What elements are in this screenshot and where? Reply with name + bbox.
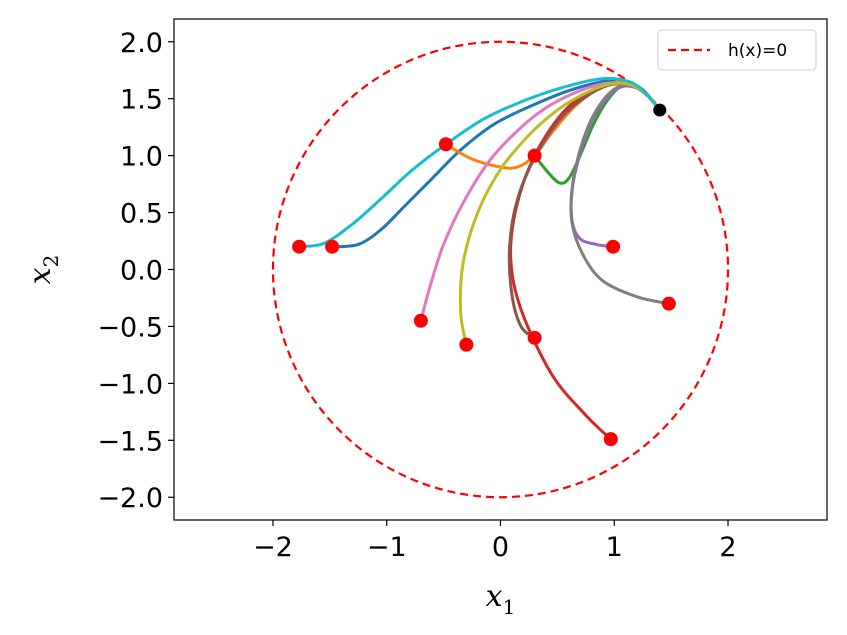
legend: h(x)=0 — [657, 29, 817, 71]
y-axis-ticks: −2.0 −1.5 −1.0 −0.5 0.0 0.5 1.0 1.5 2.0 — [97, 28, 174, 514]
trajectory-series — [297, 76, 671, 441]
y-tick-label: 1.5 — [120, 85, 163, 116]
goal-point-group — [653, 103, 667, 117]
safe-set-boundary — [271, 40, 730, 499]
y-tick-label: 0.5 — [120, 199, 163, 230]
trajectory-line-6 — [507, 81, 662, 340]
y-tick-label: −1.5 — [97, 426, 163, 457]
y-tick-label: 1.0 — [120, 142, 163, 173]
trajectory-line-1 — [330, 79, 662, 249]
y-tick-label: −2.0 — [97, 483, 163, 514]
y-tick-label: −0.5 — [97, 312, 163, 343]
y-axis-label-sub: 2 — [39, 255, 63, 268]
y-tick-label: 2.0 — [120, 28, 163, 59]
legend-label: h(x)=0 — [728, 41, 787, 61]
start-point-6 — [661, 296, 676, 311]
x-tick-label: −2 — [253, 532, 293, 563]
boundary-circle — [271, 40, 730, 499]
trajectory-line-9 — [458, 81, 662, 347]
y-axis-label-main: x — [23, 267, 58, 284]
y-tick-label: −1.0 — [97, 369, 163, 400]
x-tick-label: −1 — [367, 532, 407, 563]
x-tick-label: 2 — [719, 532, 736, 563]
start-point-5 — [606, 239, 621, 254]
start-point-3 — [438, 137, 453, 152]
trajectory-line-3 — [533, 82, 662, 185]
goal-point — [653, 103, 667, 117]
y-axis-label: x2 — [23, 255, 63, 285]
start-point-7 — [413, 313, 428, 328]
trajectory-line-10 — [297, 76, 662, 249]
y-tick-label: 0.0 — [120, 256, 163, 287]
trajectory-line-7 — [419, 81, 662, 323]
x-axis-label-main: x — [486, 579, 503, 614]
start-point-9 — [527, 330, 542, 345]
legend-box — [657, 29, 817, 71]
start-point-10 — [603, 432, 618, 447]
start-point-8 — [459, 337, 474, 352]
x-axis-label: x1 — [486, 579, 516, 619]
start-points — [292, 137, 676, 447]
start-point-4 — [527, 148, 542, 163]
x-tick-label: 0 — [492, 532, 509, 563]
x-tick-label: 1 — [606, 532, 623, 563]
start-point-2 — [325, 239, 340, 254]
x-axis-label-sub: 1 — [503, 595, 516, 619]
trajectory-line-5 — [569, 84, 662, 249]
start-point-1 — [292, 239, 307, 254]
trajectory-line-8 — [569, 82, 671, 306]
x-axis-ticks: −2 −1 0 1 2 — [253, 520, 737, 563]
